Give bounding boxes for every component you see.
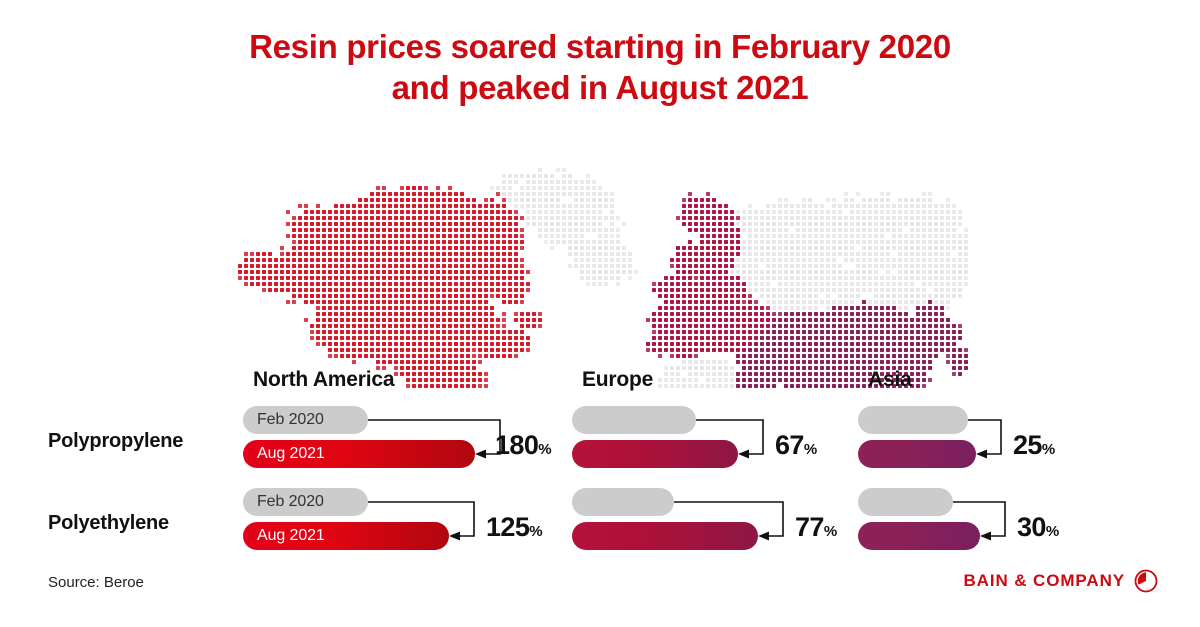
value-polyethylene-europe: 77%: [795, 512, 837, 543]
value-polypropylene-europe: 67%: [775, 430, 817, 461]
value-polyethylene-asia: 30%: [1017, 512, 1059, 543]
world-map: [238, 138, 968, 388]
percent-symbol: %: [1041, 441, 1056, 458]
region-header-asia: Asia: [868, 368, 912, 391]
table-row: Polyethylene Feb 2020 Aug 2021 125% Feb …: [0, 486, 1200, 568]
bar-before-polyethylene-north-america: Feb 2020: [243, 488, 368, 516]
value-number: 180: [495, 430, 539, 460]
bar-after-polyethylene-north-america: Aug 2021: [243, 522, 449, 550]
bar-before-polyethylene-europe: Feb 2020: [572, 488, 674, 516]
row-label-polyethylene: Polyethylene: [48, 512, 169, 534]
title-line-1: Resin prices soared starting in February…: [249, 28, 951, 65]
bar-after-polyethylene-europe: Aug 2021: [572, 522, 758, 550]
percent-symbol: %: [823, 523, 838, 540]
bar-before-polypropylene-north-america: Feb 2020: [243, 406, 368, 434]
bar-group-polypropylene-europe: Feb 2020 Aug 2021 67%: [572, 404, 842, 486]
connector-polypropylene-europe: [696, 419, 764, 459]
bar-before-polyethylene-asia: Feb 2020: [858, 488, 953, 516]
value-number: 77: [795, 512, 824, 542]
value-number: 30: [1017, 512, 1046, 542]
bain-logo-text: BAIN & COMPANY: [963, 571, 1125, 590]
connector-polyethylene-north-america: [368, 501, 475, 541]
value-polypropylene-north-america: 180%: [495, 430, 552, 461]
bar-before-polypropylene-europe: Feb 2020: [572, 406, 696, 434]
connector-polypropylene-asia: [968, 419, 1002, 459]
title-line-2: and peaked in August 2021: [391, 69, 809, 106]
value-number: 25: [1013, 430, 1042, 460]
bar-after-polyethylene-asia: Aug 2021: [858, 522, 980, 550]
bar-after-polypropylene-europe: Aug 2021: [572, 440, 738, 468]
connector-polypropylene-north-america: [368, 419, 501, 459]
percent-symbol: %: [1045, 523, 1060, 540]
bar-group-polypropylene-north-america: Feb 2020 Aug 2021 180%: [243, 404, 552, 486]
bar-group-polyethylene-europe: Feb 2020 Aug 2021 77%: [572, 486, 842, 568]
comparison-chart: North America Europe Asia Polypropylene …: [0, 368, 1200, 558]
bar-after-polypropylene-north-america: Aug 2021: [243, 440, 475, 468]
bar-before-polypropylene-asia: Feb 2020: [858, 406, 968, 434]
bar-before-label: Feb 2020: [257, 411, 324, 428]
value-number: 67: [775, 430, 804, 460]
bar-after-label: Aug 2021: [257, 445, 325, 462]
region-header-row: North America Europe Asia: [0, 368, 1200, 396]
value-polyethylene-north-america: 125%: [486, 512, 543, 543]
value-polypropylene-asia: 25%: [1013, 430, 1055, 461]
connector-polyethylene-europe: [674, 501, 784, 541]
bar-after-polypropylene-asia: Aug 2021: [858, 440, 976, 468]
value-number: 125: [486, 512, 530, 542]
percent-symbol: %: [529, 523, 543, 540]
percent-symbol: %: [803, 441, 818, 458]
bar-after-label: Aug 2021: [257, 527, 325, 544]
world-map-dots: [238, 168, 968, 388]
table-row: Polypropylene Feb 2020 Aug 2021 180% Feb…: [0, 404, 1200, 486]
bar-group-polyethylene-asia: Feb 2020 Aug 2021 30%: [858, 486, 1088, 568]
bain-circle-logo-icon: [1134, 569, 1158, 593]
bar-before-label: Feb 2020: [257, 493, 324, 510]
bain-logo: BAIN & COMPANY: [963, 569, 1158, 593]
connector-polyethylene-asia: [953, 501, 1006, 541]
row-label-polypropylene: Polypropylene: [48, 430, 184, 452]
region-header-europe: Europe: [582, 368, 654, 391]
source-note: Source: Beroe: [48, 574, 144, 591]
percent-symbol: %: [538, 441, 552, 458]
bar-group-polyethylene-north-america: Feb 2020 Aug 2021 125%: [243, 486, 543, 568]
page-title: Resin prices soared starting in February…: [0, 26, 1200, 108]
bar-group-polypropylene-asia: Feb 2020 Aug 2021 25%: [858, 404, 1088, 486]
region-header-north-america: North America: [253, 368, 395, 391]
